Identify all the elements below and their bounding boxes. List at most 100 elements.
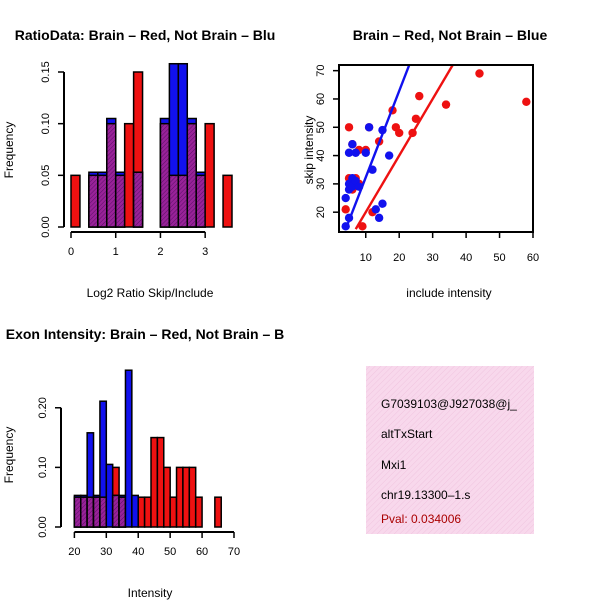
brain-point [341, 205, 350, 214]
intensity-red-bar [169, 496, 178, 528]
brain-point [475, 69, 484, 78]
intensity-red-bar [214, 496, 222, 528]
ratio-overlap-bar [186, 122, 197, 228]
brain-point [411, 114, 421, 123]
scatter-data-area [341, 65, 531, 231]
scatter-x-tick-label: 20 [393, 252, 405, 264]
scatter-panel: Brain – Red, Not Brain – Blue 10 20 30 40 50… [302, 27, 547, 300]
ratio-y-tick-label: 0.15 [40, 61, 52, 82]
not-brain-point [364, 123, 374, 132]
intensity-overlap-bar [80, 496, 88, 528]
ratio-overlap-bar [132, 171, 144, 228]
scatter-x-tick-label: 30 [427, 252, 439, 264]
intensity-bars [73, 369, 222, 528]
brain-point [395, 128, 404, 138]
not-brain-point [341, 193, 350, 203]
intensity-blue-bar [124, 369, 133, 528]
info-box-background [366, 366, 534, 534]
intensity-chart-title: Exon Intensity: Brain – Red, Not Brain –… [6, 326, 285, 342]
intensity-y-tick-label: 0.10 [37, 457, 49, 478]
scatter-y-tick-label: 50 [315, 121, 327, 133]
ratio-y-tick-label: 0.05 [40, 165, 52, 186]
ratio-xlabel: Log2 Ratio Skip/Include [87, 286, 214, 300]
ratio-red-bar [222, 174, 233, 228]
intensity-x-tick-label: 70 [228, 546, 240, 558]
ratio-bars [70, 62, 233, 228]
not-brain-point [374, 213, 384, 223]
scatter-x-tick-label: 40 [460, 252, 472, 264]
ratio-axes: 0 1 2 3 0.00 0.05 0.10 0.15 [40, 61, 208, 258]
ratio-x-tick-label: 2 [157, 246, 163, 258]
genomic-location: chr19.13300–1.s [381, 488, 470, 502]
ratio-red-bar [204, 122, 215, 228]
intensity-y-tick-label: 0.20 [37, 397, 49, 418]
intensity-red-bar [143, 496, 152, 528]
brain-regression-line [354, 65, 454, 230]
intensity-overlap-bar [86, 496, 95, 528]
ratio-overlap-bar [106, 122, 117, 228]
intensity-red-bar [163, 466, 171, 528]
not-brain-point [344, 148, 354, 157]
intensity-blue-bar [105, 463, 114, 528]
brain-point [522, 97, 531, 106]
brain-point [344, 123, 354, 132]
ratio-overlap-bar [114, 174, 126, 228]
intensity-x-tick-label: 60 [196, 546, 208, 558]
event-type: altTxStart [381, 427, 433, 441]
brain-point [415, 91, 424, 101]
ratio-red-bar [70, 174, 81, 228]
ratio-chart-title: RatioData: Brain – Red, Not Brain – Blu [15, 27, 276, 43]
scatter-y-tick-label: 30 [315, 178, 327, 190]
probe-id: G7039103@J927038@j_ [381, 397, 517, 411]
not-brain-point [361, 148, 370, 157]
scatter-y-tick-label: 70 [315, 65, 327, 77]
scatter-plot: 10 20 30 40 50 60 20 30 40 50 60 70 [315, 64, 539, 264]
brain-point [441, 100, 451, 109]
not-brain-point [348, 140, 357, 149]
intensity-red-bar [188, 466, 197, 528]
intensity-x-tick-label: 30 [100, 546, 112, 558]
intensity-axes: 20 30 40 50 60 70 0.00 0.10 0.20 [37, 397, 240, 558]
brain-point [358, 222, 367, 231]
ratio-ylabel: Frequency [2, 122, 16, 179]
scatter-x-tick-label: 60 [527, 252, 539, 264]
scatter-y-tick-label: 60 [315, 93, 327, 105]
intensity-x-tick-label: 50 [164, 546, 176, 558]
ratio-x-tick-label: 1 [113, 246, 119, 258]
scatter-ylabel: skip intensity [302, 116, 316, 185]
intensity-red-bar [194, 496, 203, 528]
scatter-frame [338, 64, 534, 233]
ratio-y-tick-label: 0.00 [40, 216, 52, 237]
intensity-red-bar [182, 466, 191, 528]
intensity-overlap-bar [118, 496, 127, 528]
intensity-red-bar [156, 436, 165, 528]
intensity-red-bar [175, 466, 184, 528]
not-brain-point [378, 199, 387, 208]
intensity-x-tick-label: 40 [132, 546, 144, 558]
not-brain-point [351, 148, 360, 157]
intensity-overlap-bar [73, 496, 82, 528]
pval-label: Pval: 0.034006 [381, 512, 461, 526]
scatter-y-tick-label: 40 [315, 149, 327, 161]
scatter-x-tick-label: 50 [493, 252, 505, 264]
ratio-overlap-bar [177, 174, 189, 228]
intensity-blue-bar [131, 494, 139, 528]
scatter-y-tick-label: 20 [315, 206, 327, 218]
ratio-overlap-bar [97, 174, 108, 228]
intensity-overlap-bar [99, 496, 108, 528]
ratio-red-bar [123, 122, 135, 228]
scatter-chart-title: Brain – Red, Not Brain – Blue [353, 27, 548, 43]
intensity-histogram-panel: Exon Intensity: Brain – Red, Not Brain –… [2, 326, 284, 600]
not-brain-point [384, 151, 394, 160]
intensity-ylabel: Frequency [2, 427, 16, 484]
ratio-overlap-bar [159, 122, 171, 228]
ratio-x-tick-label: 0 [68, 246, 74, 258]
ratio-overlap-bar [88, 174, 99, 228]
intensity-red-bar [150, 436, 159, 528]
ratio-overlap-bar [168, 174, 180, 228]
intensity-xlabel: Intensity [128, 586, 173, 600]
info-box: G7039103@J927038@j_ altTxStart Mxi1 chr1… [366, 366, 534, 534]
not-brain-point [371, 205, 380, 214]
